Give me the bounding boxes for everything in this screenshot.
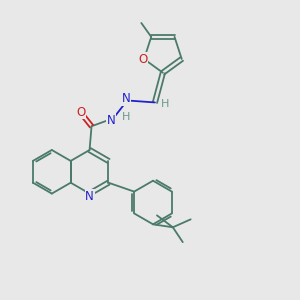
Text: O: O <box>138 52 148 65</box>
Text: O: O <box>76 106 85 119</box>
Text: N: N <box>85 190 94 203</box>
Text: N: N <box>107 114 116 127</box>
Text: H: H <box>122 112 130 122</box>
Text: H: H <box>161 99 169 110</box>
Text: N: N <box>122 92 130 105</box>
